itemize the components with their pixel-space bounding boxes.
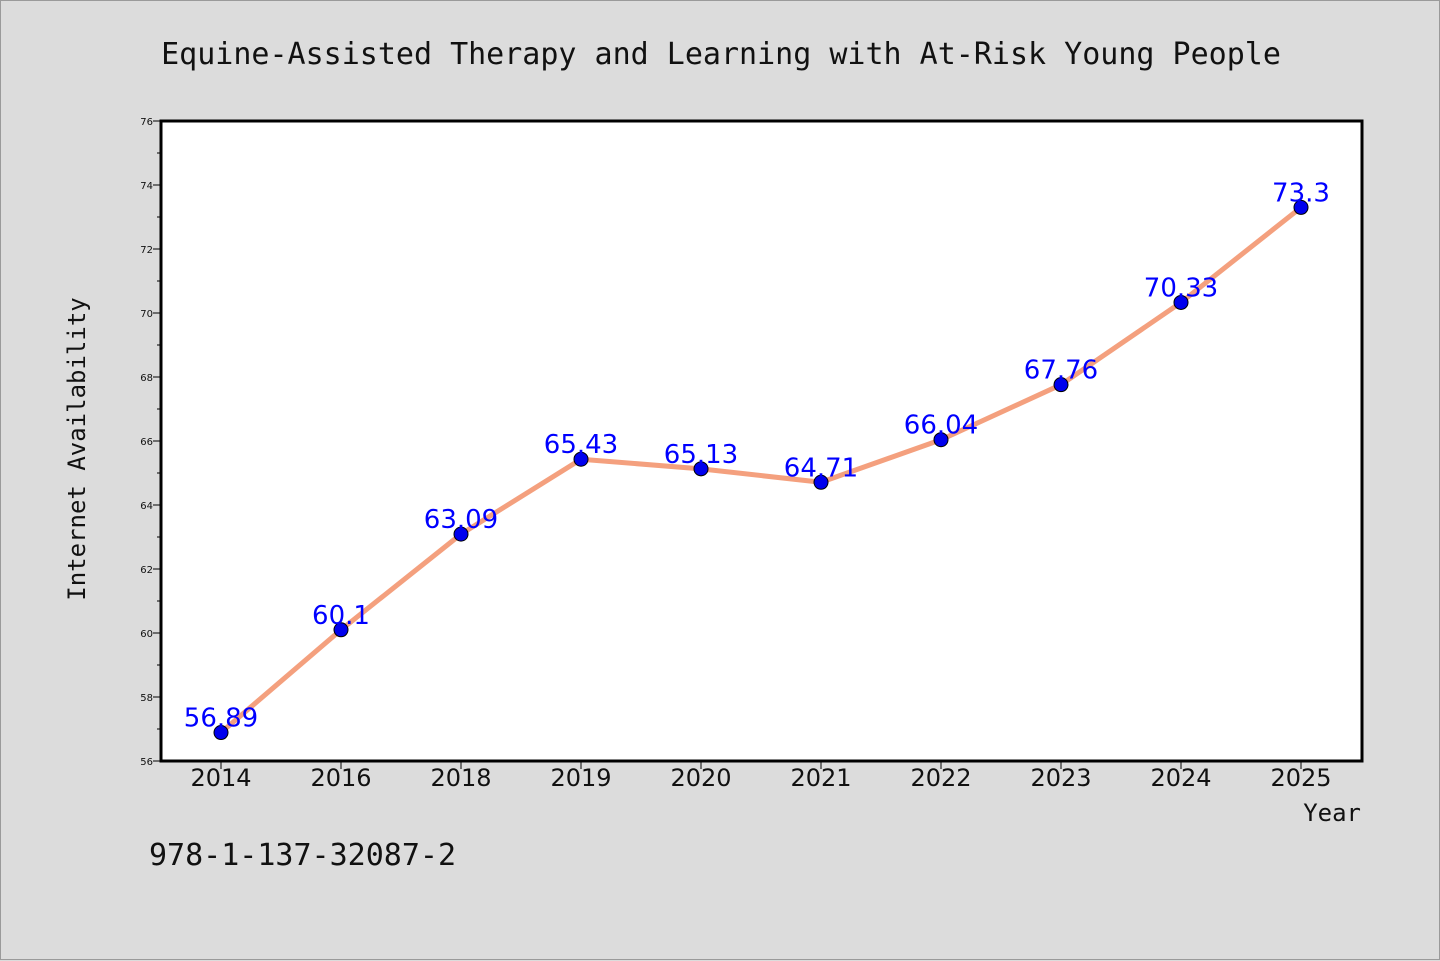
data-label: 70.33 [1144,273,1218,303]
data-label: 56.89 [184,704,258,734]
y-tick-label: 56 [140,757,153,768]
data-label: 65.13 [664,440,738,470]
y-tick-label: 58 [140,693,153,704]
x-tick-label: 2020 [670,764,731,792]
data-label: 64.71 [784,453,858,483]
data-point [453,526,469,542]
data-label: 65.43 [544,430,618,460]
x-tick-label: 2025 [1270,764,1331,792]
plot-area [159,119,1364,763]
x-tick-label: 2016 [310,764,371,792]
y-tick-label: 62 [140,565,153,576]
footnote-isbn: 978-1-137-32087-2 [149,838,456,873]
y-tick-label: 64 [140,501,153,512]
data-point [573,451,589,467]
data-label: 63.09 [424,505,498,535]
x-axis-label: Year [1303,799,1361,827]
y-axis: 56 58 60 62 64 66 68 70 72 74 76 [140,117,161,768]
x-tick-label: 2021 [790,764,851,792]
x-tick-label: 2014 [190,764,251,792]
y-tick-label: 70 [140,309,153,320]
data-label: 66.04 [904,411,978,441]
y-tick-label: 66 [140,437,153,448]
y-tick-label: 76 [140,117,153,128]
chart-title: Equine-Assisted Therapy and Learning wit… [161,37,1281,72]
x-tick-label: 2019 [550,764,611,792]
data-point [1293,199,1309,215]
y-tick-label: 60 [140,629,153,640]
data-label: 60.1 [312,601,370,631]
x-tick-label: 2022 [910,764,971,792]
data-point [213,725,229,741]
data-label: 67.76 [1024,356,1098,386]
data-point [693,461,709,477]
data-point [933,432,949,448]
series-markers [213,199,1309,741]
y-tick-label: 68 [140,373,153,384]
x-axis: 2014 2016 2018 2019 2020 2021 2022 2023 2024 2025 [190,761,1332,792]
series-line [218,204,1304,736]
series-polyline [218,204,1304,736]
data-point [333,622,349,638]
y-tick-label: 74 [140,181,153,192]
data-label: 73.3 [1272,178,1330,208]
data-point [813,474,829,490]
y-tick-label: 72 [140,245,153,256]
x-tick-label: 2018 [430,764,491,792]
data-point [1053,377,1069,393]
data-point [1173,294,1189,310]
x-tick-label: 2023 [1030,764,1091,792]
x-tick-label: 2024 [1150,764,1211,792]
y-axis-label: Internet Availability [63,297,91,600]
data-labels: 56.89 60.1 63.09 65.43 65.13 64.71 66.04 67.76 7… [184,178,1330,733]
